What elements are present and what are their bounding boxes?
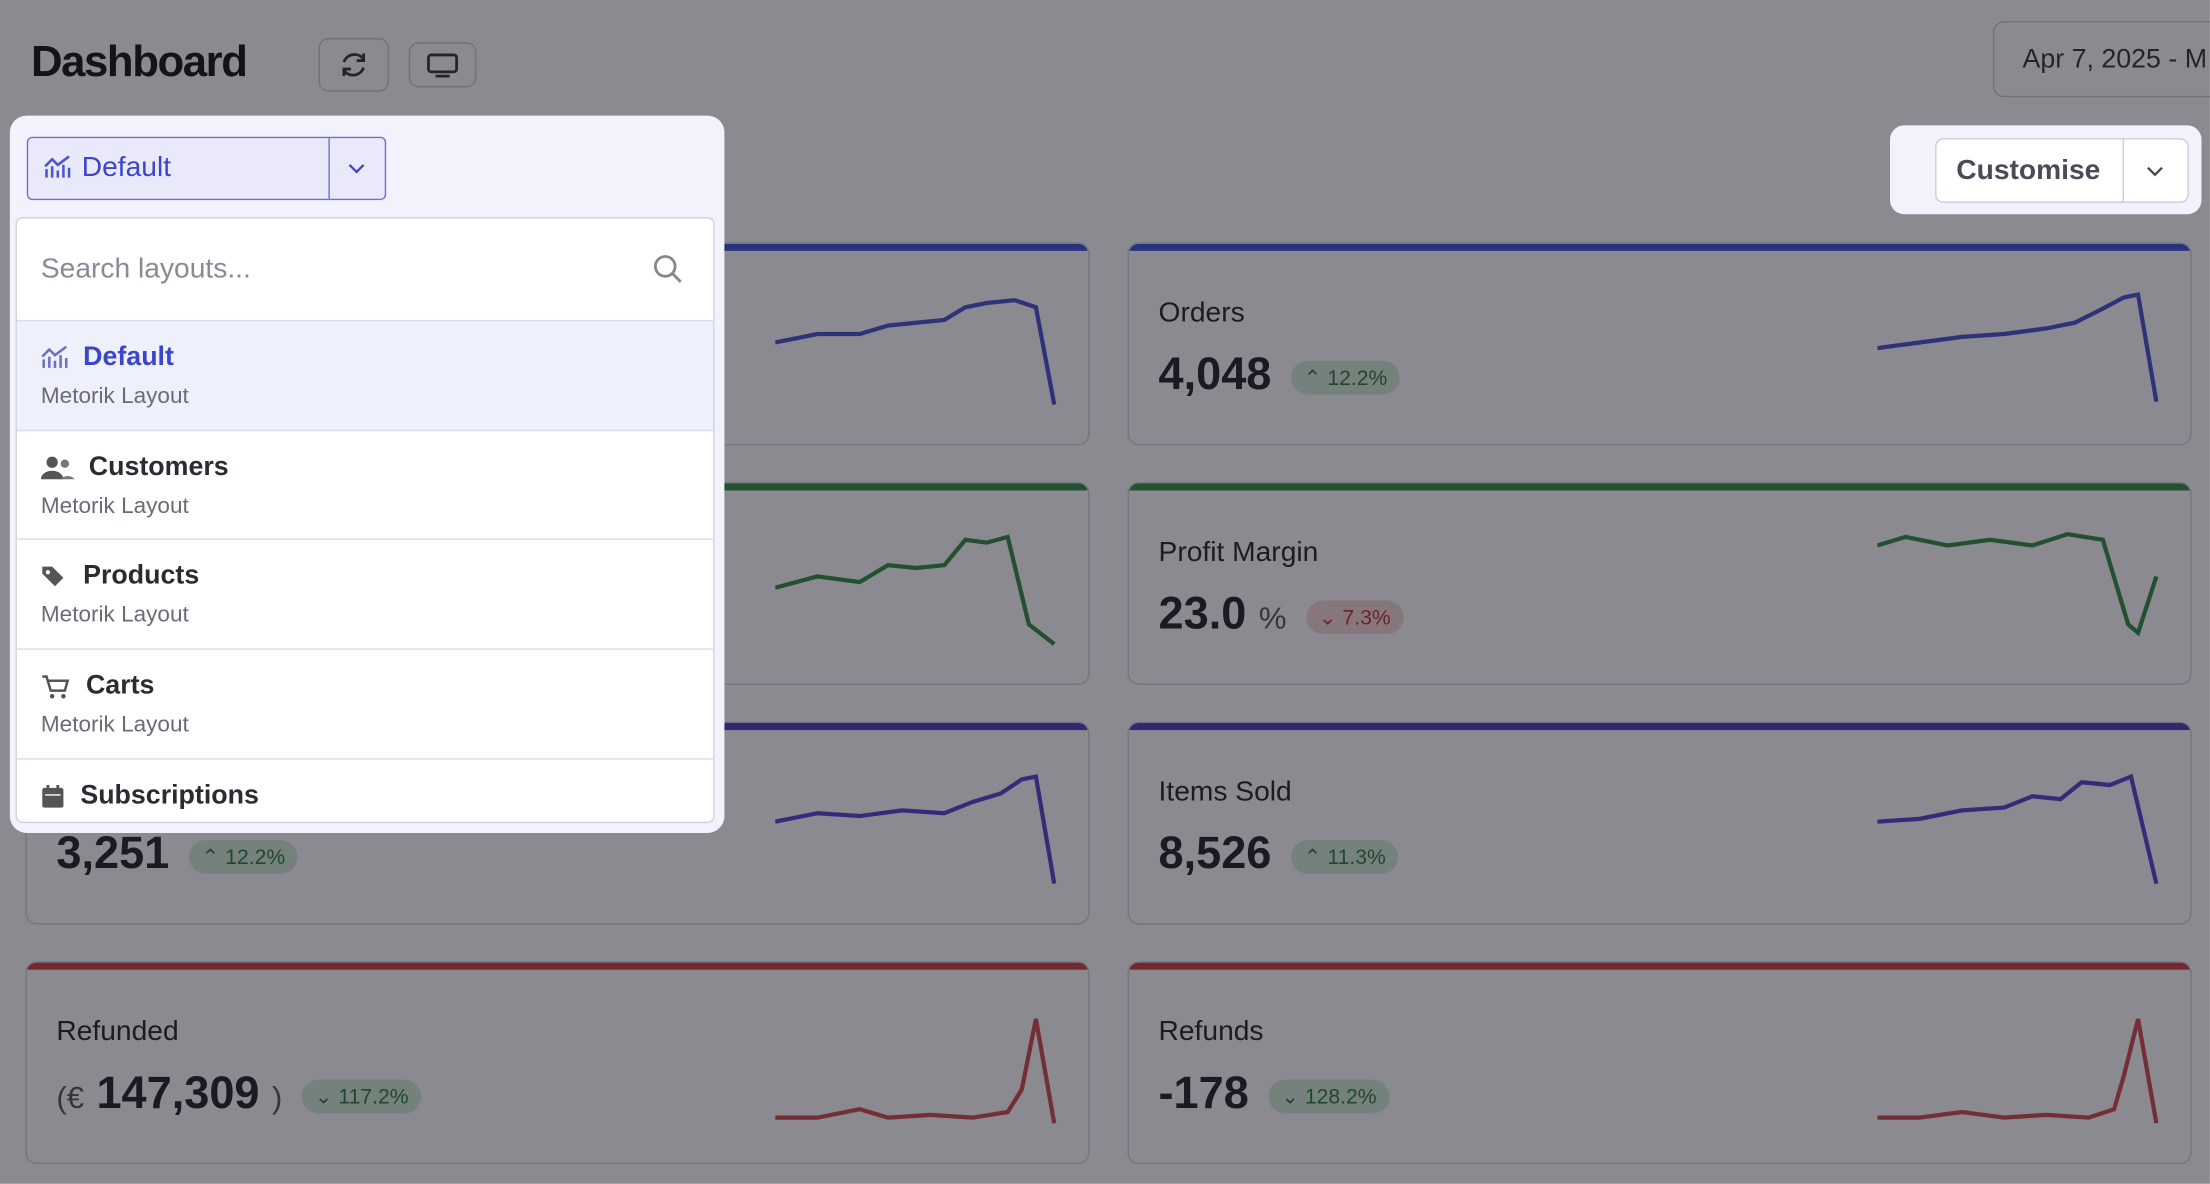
selected-layout: Default — [81, 152, 172, 184]
chevron — [348, 164, 365, 174]
chevron — [2147, 166, 2163, 177]
search-icon — [653, 255, 682, 283]
option-name: Default — [83, 342, 174, 373]
option-source: Metorik Layout — [40, 494, 189, 519]
option-name: Subscriptions — [80, 780, 259, 811]
users-icon — [40, 456, 75, 480]
search-placeholder: Search layouts... — [40, 253, 251, 285]
option-source: Metorik Layout — [40, 384, 189, 409]
layout-option[interactable]: Products Metorik Layout — [16, 538, 714, 648]
layout-select[interactable]: Default — [26, 136, 387, 201]
layout-option[interactable]: Carts Metorik Layout — [16, 648, 714, 758]
option-name: Carts — [85, 670, 155, 701]
layout-list: Search layouts... Default Metorik Layout… — [15, 217, 715, 824]
cart-icon — [42, 675, 70, 699]
chart-icon — [44, 155, 71, 178]
tags-icon — [42, 566, 64, 587]
layout-option[interactable]: Subscriptions — [16, 758, 714, 821]
search-box[interactable]: Search layouts... — [17, 218, 713, 319]
calendar-icon — [42, 785, 64, 808]
divider — [328, 138, 330, 199]
chart-icon — [41, 345, 68, 368]
layout-option[interactable]: Default Metorik Layout — [16, 319, 714, 430]
option-name: Products — [83, 560, 200, 591]
customise-panel: Customise — [1890, 125, 2202, 215]
option-source: Metorik Layout — [40, 603, 189, 628]
customise-label: Customise — [1956, 155, 2101, 187]
option-name: Customers — [88, 452, 229, 483]
layout-option[interactable]: Customers Metorik Layout — [16, 429, 714, 540]
divider — [2122, 139, 2124, 202]
option-source: Metorik Layout — [40, 713, 189, 738]
layout-picker: Default Search layouts... Default Metori… — [9, 115, 725, 833]
customise-button[interactable]: Customise — [1935, 138, 2189, 203]
